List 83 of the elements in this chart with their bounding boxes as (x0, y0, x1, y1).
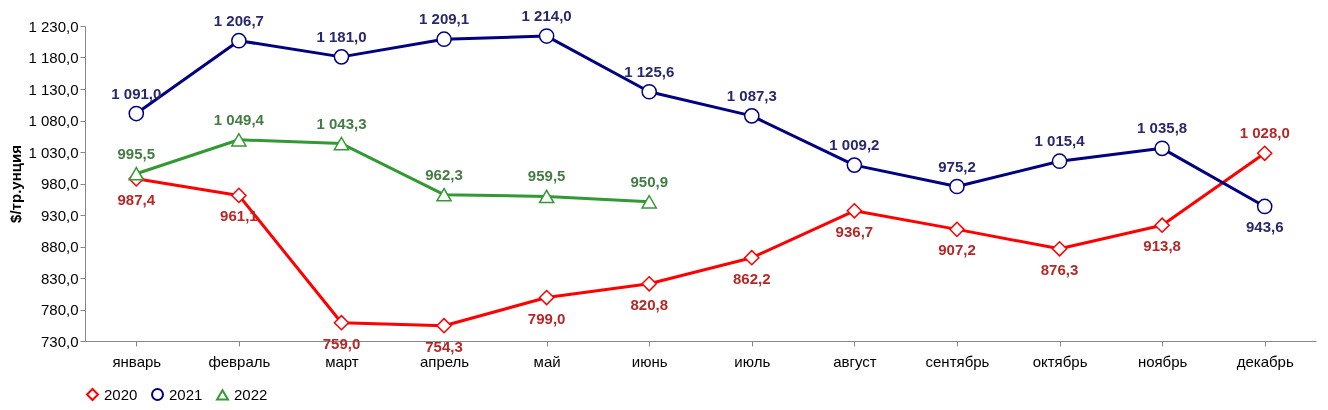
x-tick-label: октябрь (1032, 352, 1088, 370)
point (538, 28, 555, 44)
data-label: 1 009,2 (829, 136, 880, 154)
data-label: 820,8 (630, 295, 668, 313)
point (333, 49, 350, 65)
y-tick-label: 880,0 (40, 238, 79, 255)
data-label: 1 206,7 (213, 11, 264, 29)
x-tick-label: март (325, 352, 359, 370)
point (333, 136, 350, 151)
data-label: 950,9 (630, 172, 668, 190)
point (436, 187, 452, 202)
data-label: 1 043,3 (316, 114, 367, 132)
data-label: 1 091,0 (111, 84, 162, 102)
point (1051, 153, 1068, 170)
y-tick-label: 930,0 (40, 206, 79, 224)
data-label: 962,3 (425, 165, 463, 183)
legend-label: 2022 (234, 385, 268, 403)
point (436, 31, 452, 47)
data-label: 876,3 (1040, 260, 1079, 278)
point (846, 202, 863, 219)
point (128, 105, 145, 122)
y-tick-label: 1 180,0 (28, 49, 79, 66)
point (436, 317, 452, 334)
y-tick-label: 980,0 (40, 175, 79, 192)
data-label: 1 087,3 (726, 86, 777, 104)
legend-label: 2020 (104, 385, 138, 403)
point (1256, 145, 1273, 162)
x-tick-label: январь (112, 352, 162, 370)
data-label: 913,8 (1143, 237, 1181, 255)
data-label: 1 015,4 (1034, 132, 1086, 150)
x-tick-label: июнь (631, 352, 668, 370)
y-axis-title: $/тр.унция (7, 145, 25, 223)
data-label: 943,6 (1245, 218, 1284, 236)
data-label: 862,2 (733, 269, 771, 287)
data-label: 907,2 (938, 241, 976, 259)
point (949, 178, 965, 195)
point (1256, 198, 1273, 215)
point (128, 166, 145, 181)
x-tick-label: сентябрь (925, 352, 990, 370)
data-label: 1 181,0 (316, 27, 367, 45)
point (846, 157, 863, 173)
x-tick-label: декабрь (1236, 352, 1294, 370)
point (641, 275, 658, 292)
data-label: 1 209,1 (419, 10, 470, 28)
y-tick-label: 1 080,0 (28, 112, 79, 129)
point (333, 314, 350, 331)
point (538, 289, 555, 306)
x-tick-label: ноябрь (1137, 352, 1188, 370)
point (743, 249, 760, 266)
data-label: 754,3 (425, 337, 463, 355)
x-tick-label: июль (734, 352, 771, 370)
point (231, 32, 247, 49)
point (641, 194, 658, 209)
data-label: 1 035,8 (1137, 119, 1188, 137)
y-tick-label: 1 130,0 (28, 80, 79, 98)
data-label: 799,0 (527, 309, 566, 327)
point (1154, 140, 1170, 157)
point (1051, 241, 1068, 257)
data-label: 1 214,0 (521, 7, 572, 25)
point (231, 132, 247, 147)
point (949, 221, 965, 238)
data-label: 1 049,4 (213, 110, 265, 128)
data-label: 975,2 (938, 157, 976, 175)
y-tick-label: 730,0 (40, 332, 79, 350)
y-tick-label: 1 030,0 (28, 143, 79, 161)
x-tick-label: февраль (208, 352, 271, 370)
x-tick-label: май (533, 352, 561, 370)
point (743, 108, 760, 124)
point (538, 189, 555, 204)
data-label: 1 125,6 (624, 62, 675, 80)
y-tick-label: 830,0 (40, 269, 79, 287)
y-tick-label: 780,0 (40, 301, 79, 318)
point (1154, 217, 1170, 234)
y-tick-label: 1 230,0 (28, 17, 79, 35)
legend-label: 2021 (169, 385, 203, 403)
point (231, 187, 247, 204)
data-label: 995,5 (117, 144, 156, 162)
data-label: 1 028,0 (1239, 124, 1290, 142)
data-label: 987,4 (117, 190, 156, 208)
x-tick-label: август (833, 352, 877, 370)
point (641, 83, 658, 100)
data-label: 959,5 (527, 167, 566, 185)
data-label: 936,7 (835, 222, 874, 240)
